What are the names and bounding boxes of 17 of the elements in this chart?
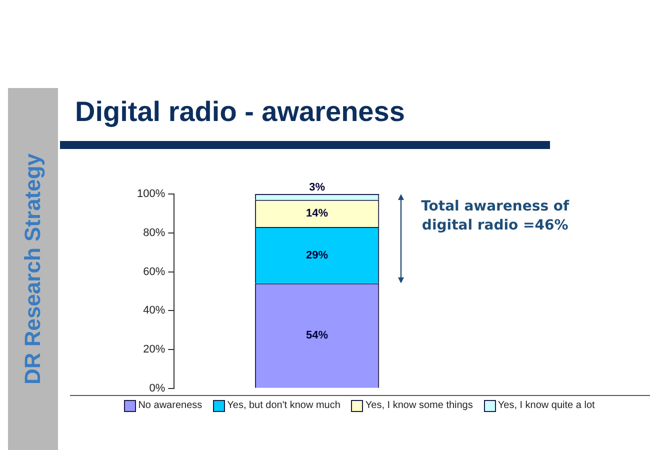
legend-label: Yes, but don't know much <box>227 400 340 411</box>
y-tick-label: 100% <box>136 188 166 200</box>
chart-title: Digital radio - awareness <box>75 96 405 128</box>
data-label: 3% <box>309 182 326 194</box>
y-tick-label: 20% <box>143 344 166 356</box>
text: DR Research Strategy <box>20 153 46 385</box>
y-tick-label: 40% <box>143 304 166 317</box>
y-tick-label: 60% <box>143 266 166 278</box>
y-tick-label: 0% <box>149 382 166 394</box>
data-label: 14% <box>306 207 328 220</box>
data-label: 54% <box>306 330 328 342</box>
legend-label: Yes, I know quite a lot <box>498 400 595 411</box>
y-tick-label: 80% <box>143 226 166 239</box>
legend-label: No awareness <box>138 400 202 411</box>
data-label: 29% <box>306 249 328 262</box>
text: Total awareness of digital radio =46% <box>421 198 570 234</box>
legend-label: Yes, I know some things <box>365 400 473 411</box>
